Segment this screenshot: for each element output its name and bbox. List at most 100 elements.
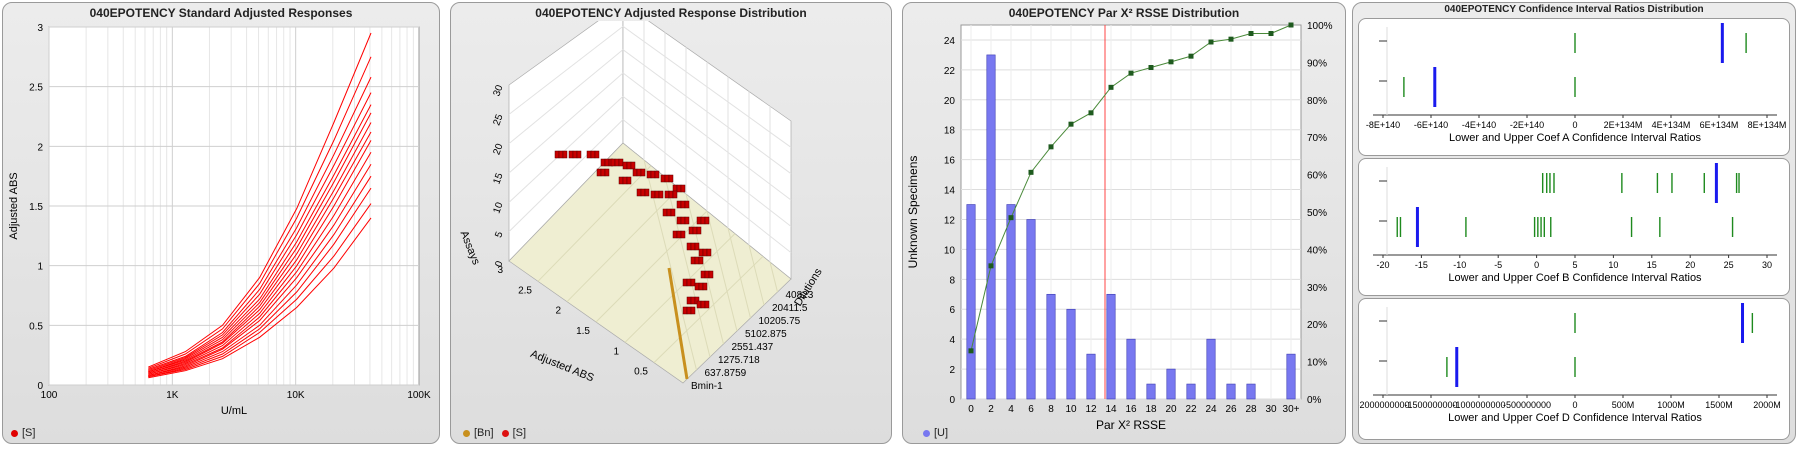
scatter-point — [696, 300, 702, 309]
scatter-point — [640, 188, 646, 197]
floor-gridline — [706, 210, 738, 332]
bar — [1246, 383, 1256, 400]
y2-tick-label: 70% — [1307, 133, 1327, 144]
x-tick-label: 4E+134M — [1652, 120, 1691, 130]
legend-marker — [11, 429, 18, 437]
coef-a-panel: -8E+140 -6E+140 -4E+140 -2E+140 0 2E+134M 4E+1… — [1358, 18, 1790, 156]
bar — [1026, 219, 1036, 400]
x-tick-label: 20 — [1165, 404, 1177, 415]
cumulative-point — [1268, 31, 1274, 36]
cumulative-point — [1148, 65, 1154, 70]
scatter-point — [654, 170, 660, 179]
y-axis-label: Dilutions — [792, 266, 825, 309]
scatter-point — [672, 230, 678, 239]
scatter-point — [686, 242, 692, 251]
scatter-point — [554, 150, 560, 159]
bar — [1166, 368, 1176, 400]
y-tick-label: 2551.437 — [732, 342, 774, 353]
panel-confidence-intervals: 040EPOTENCY Confidence Interval Ratios D… — [1352, 2, 1796, 444]
z-tick-label: 30 — [491, 83, 505, 98]
scatter-point — [708, 270, 714, 279]
scatter-point — [596, 168, 602, 177]
y-tick-label: 10 — [944, 245, 956, 256]
series-line — [148, 131, 372, 374]
series-line — [148, 217, 372, 379]
y-tick-label: 0.5 — [29, 321, 43, 332]
x-tick-label: 0 — [1572, 120, 1577, 130]
scatter-point — [676, 216, 682, 225]
series-line — [148, 92, 372, 372]
x-tick-label: 100K — [407, 390, 431, 401]
x-axis-label: Lower and Upper Coef B Confidence Interv… — [1448, 272, 1702, 284]
cumulative-point — [1028, 169, 1034, 175]
z-tick-label: 0 — [493, 259, 505, 268]
coef-d-panel: -2000000000 -1500000000 -1000000000 -500000… — [1358, 298, 1790, 440]
x-axis-label: Lower and Upper Coef A Confidence Interv… — [1449, 132, 1701, 144]
x-tick-label: -5 — [1494, 260, 1502, 270]
scatter-point — [670, 208, 676, 217]
y2-tick-label: 60% — [1307, 171, 1327, 182]
x-tick-label: 30+ — [1283, 404, 1300, 415]
x-tick-label: -10 — [1453, 260, 1466, 270]
z-tick-label: 25 — [491, 113, 505, 128]
legend-marker — [923, 429, 930, 437]
scatter-point — [690, 256, 696, 265]
floor-gridline — [727, 227, 751, 319]
x-tick-label: 20 — [1685, 260, 1695, 270]
x-tick-label: 26 — [1225, 404, 1237, 415]
x-tick-label: 1.5 — [576, 326, 590, 337]
bar — [1066, 308, 1076, 400]
scatter-point — [688, 226, 694, 235]
panel-standard-responses: 040EPOTENCY Standard Adjusted Responses … — [2, 2, 440, 444]
scatter-point — [694, 282, 700, 291]
legend: [U] — [923, 427, 948, 439]
chart-title: 040EPOTENCY Par X² RSSE Distribution — [1008, 6, 1240, 20]
line-chart: 100 1K 10K 100K 0 0.5 1 1.5 2 2.5 3 U/mL Adjusted AB… — [8, 23, 431, 417]
x-tick-label: 8E+134M — [1748, 120, 1787, 130]
scatter-point — [682, 306, 688, 315]
cumulative-point — [1008, 215, 1014, 221]
y-tick-label: 40823 — [786, 290, 814, 301]
x-axis-label: Adjusted ABS — [529, 348, 596, 384]
x-tick-label: -500000000 — [1503, 400, 1551, 410]
cumulative-point — [1228, 36, 1234, 42]
x-tick-label: 100 — [41, 390, 58, 401]
cumulative-point — [1048, 144, 1054, 150]
floor-gridline — [685, 193, 724, 345]
floor-gridline — [664, 176, 711, 358]
cumulative-point — [1088, 110, 1094, 116]
x-tick-label: 24 — [1205, 404, 1217, 415]
floor-gridline — [624, 233, 736, 343]
scatter-point — [702, 248, 708, 257]
scatter-point — [684, 216, 690, 225]
x-tick-label: -4E+140 — [1462, 120, 1496, 130]
scatter-point — [696, 216, 702, 225]
y-tick-label: 22 — [944, 66, 956, 77]
x-tick-label: -1500000000 — [1404, 400, 1457, 410]
scatter-point — [694, 256, 700, 265]
scatter-point — [640, 168, 646, 177]
legend-marker — [463, 429, 470, 437]
x-tick-label: -20 — [1376, 260, 1389, 270]
series-line — [148, 203, 372, 378]
chart-title: 040EPOTENCY Standard Adjusted Responses — [89, 6, 353, 20]
scatter-point — [686, 278, 692, 287]
x-tick-label: 2E+134M — [1604, 120, 1643, 130]
scatter-point — [676, 200, 682, 209]
x-tick-label: 14 — [1105, 404, 1117, 415]
scatter-point — [654, 190, 660, 199]
series-line — [148, 187, 372, 378]
scatter-point — [636, 168, 642, 177]
series-line — [148, 140, 372, 375]
x-tick-label: 2 — [555, 306, 561, 317]
scatter-point — [604, 168, 610, 177]
scatter-point — [704, 216, 710, 225]
scatter-point — [622, 161, 628, 170]
bar — [1186, 383, 1196, 400]
x-axis-label: Lower and Upper Coef D Confidence Interv… — [1448, 412, 1702, 424]
y-tick-label: Bmin-1 — [691, 381, 723, 392]
y-tick-label: 2.5 — [29, 83, 43, 94]
y-tick-label: 24 — [944, 36, 956, 47]
x-tick-label: -6E+140 — [1414, 120, 1448, 130]
cumulative-point — [968, 348, 974, 354]
